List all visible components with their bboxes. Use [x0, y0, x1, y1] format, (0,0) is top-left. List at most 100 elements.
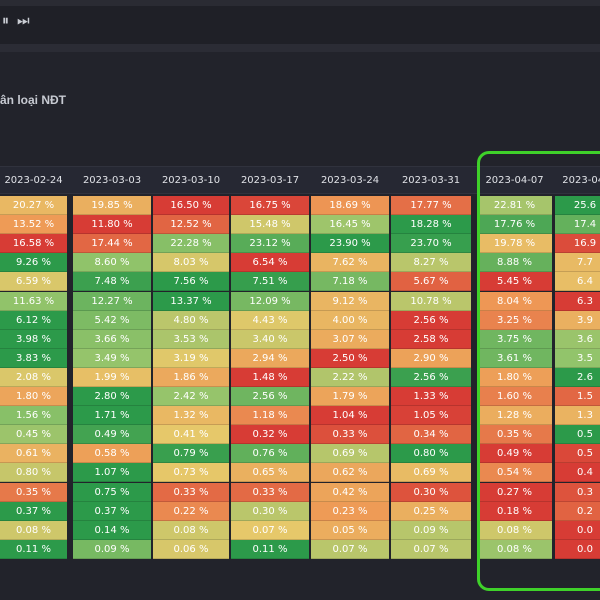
table-cell: 0.54 %: [477, 463, 552, 483]
table-cell: 2.08 %: [0, 367, 67, 387]
table-cell: 0.09 %: [391, 520, 471, 540]
table-cell: 0.65 %: [231, 463, 309, 483]
table-cell: 0.37 %: [0, 501, 67, 521]
table-cell: 0.08 %: [0, 520, 67, 540]
table-cell: 0.07 %: [391, 539, 471, 559]
table-cell: 0.06 %: [153, 539, 229, 559]
table-cell: 0.07 %: [311, 539, 389, 559]
table-cell: 5.45 %: [477, 272, 552, 292]
table-cell: 0.11 %: [0, 539, 67, 559]
table-cell: 11.80 %: [73, 215, 151, 235]
table-cell: 3.40 %: [231, 329, 309, 349]
column-header[interactable]: 2023-03-03: [82, 175, 142, 186]
table-cell: 7.51 %: [231, 272, 309, 292]
table-cell: 0.5: [555, 444, 600, 464]
table-cell: 8.04 %: [477, 291, 552, 311]
table-cell: 1.80 %: [0, 387, 67, 407]
table-cell: 0.42 %: [311, 482, 389, 502]
table-cell: 2.80 %: [73, 387, 151, 407]
table-cell: 0.2: [555, 501, 600, 521]
table-cell: 0.37 %: [73, 501, 151, 521]
table-cell: 2.90 %: [391, 348, 471, 368]
section-title: ân loại NĐT: [0, 93, 67, 107]
table-cell: 1.3: [555, 406, 600, 426]
table-cell: 13.37 %: [153, 291, 229, 311]
table-cell: 0.49 %: [477, 444, 552, 464]
table-cell: 0.0: [555, 520, 600, 540]
skip-forward-icon[interactable]: ⏭: [17, 13, 30, 29]
table-cell: 2.6: [555, 367, 600, 387]
table-cell: 0.33 %: [311, 425, 389, 445]
table-cell: 0.35 %: [477, 425, 552, 445]
table-cell: 0.69 %: [311, 444, 389, 464]
table-cell: 0.62 %: [311, 463, 389, 483]
table-cell: 0.27 %: [477, 482, 552, 502]
table-cell: 6.12 %: [0, 310, 67, 330]
table-cell: 12.09 %: [231, 291, 309, 311]
table-cell: 16.9: [555, 234, 600, 254]
table-cell: 3.75 %: [477, 329, 552, 349]
table-cell: 12.52 %: [153, 215, 229, 235]
top-toolbar: ⏸ ⏭: [0, 0, 600, 44]
table-cell: 23.70 %: [391, 234, 471, 254]
table-cell: 1.33 %: [391, 387, 471, 407]
table-cell: 0.49 %: [73, 425, 151, 445]
table-cell: 17.44 %: [73, 234, 151, 254]
table-cell: 3.98 %: [0, 329, 67, 349]
table-cell: 16.75 %: [231, 196, 309, 216]
table-cell: 0.14 %: [73, 520, 151, 540]
table-cell: 23.90 %: [311, 234, 389, 254]
table-cell: 8.60 %: [73, 253, 151, 273]
table-cell: 2.94 %: [231, 348, 309, 368]
table-cell: 3.49 %: [73, 348, 151, 368]
table-cell: 3.66 %: [73, 329, 151, 349]
column-header[interactable]: 2023-03-24: [320, 175, 380, 186]
table-cell: 0.08 %: [477, 520, 552, 540]
table-cell: 2.22 %: [311, 367, 389, 387]
table-cell: 0.25 %: [391, 501, 471, 521]
table-cell: 3.07 %: [311, 329, 389, 349]
table-cell: 0.4: [555, 463, 600, 483]
table-cell: 1.04 %: [311, 406, 389, 426]
table-cell: 17.76 %: [477, 215, 552, 235]
table-cell: 5.67 %: [391, 272, 471, 292]
column-header[interactable]: 2023-03-10: [161, 175, 221, 186]
column-header[interactable]: 2023-04-: [562, 175, 600, 186]
table-cell: 10.78 %: [391, 291, 471, 311]
table-cell: 0.34 %: [391, 425, 471, 445]
table-cell: 0.76 %: [231, 444, 309, 464]
column-header[interactable]: 2023-03-17: [240, 175, 300, 186]
table-cell: 7.7: [555, 253, 600, 273]
table-cell: 0.23 %: [311, 501, 389, 521]
column-header[interactable]: 2023-02-24: [4, 175, 63, 186]
table-cell: 19.78 %: [477, 234, 552, 254]
table-cell: 6.54 %: [231, 253, 309, 273]
table-cell: 0.07 %: [231, 520, 309, 540]
table-cell: 0.79 %: [153, 444, 229, 464]
table-cell: 4.43 %: [231, 310, 309, 330]
table-cell: 0.45 %: [0, 425, 67, 445]
table-cell: 2.56 %: [391, 310, 471, 330]
table-cell: 1.18 %: [231, 406, 309, 426]
table-cell: 0.30 %: [391, 482, 471, 502]
table-cell: 0.61 %: [0, 444, 67, 464]
table-cell: 3.61 %: [477, 348, 552, 368]
table-cell: 22.81 %: [477, 196, 552, 216]
table-cell: 15.48 %: [231, 215, 309, 235]
table-cell: 8.03 %: [153, 253, 229, 273]
table-cell: 0.69 %: [391, 463, 471, 483]
column-header[interactable]: 2023-04-07: [485, 175, 544, 186]
table-cell: 7.48 %: [73, 272, 151, 292]
table-cell: 0.30 %: [231, 501, 309, 521]
table-header-row: 2023-02-24 2023-03-03 2023-03-10 2023-03-17…: [0, 166, 600, 194]
pause-icon[interactable]: ⏸: [2, 13, 9, 29]
column-header[interactable]: 2023-03-31: [401, 175, 461, 186]
table-cell: 1.86 %: [153, 367, 229, 387]
table-cell: 0.33 %: [231, 482, 309, 502]
table-cell: 9.26 %: [0, 253, 67, 273]
table-cell: 0.0: [555, 539, 600, 559]
table-cell: 5.42 %: [73, 310, 151, 330]
table-cell: 0.41 %: [153, 425, 229, 445]
table-cell: 0.75 %: [73, 482, 151, 502]
table-cell: 0.09 %: [73, 539, 151, 559]
